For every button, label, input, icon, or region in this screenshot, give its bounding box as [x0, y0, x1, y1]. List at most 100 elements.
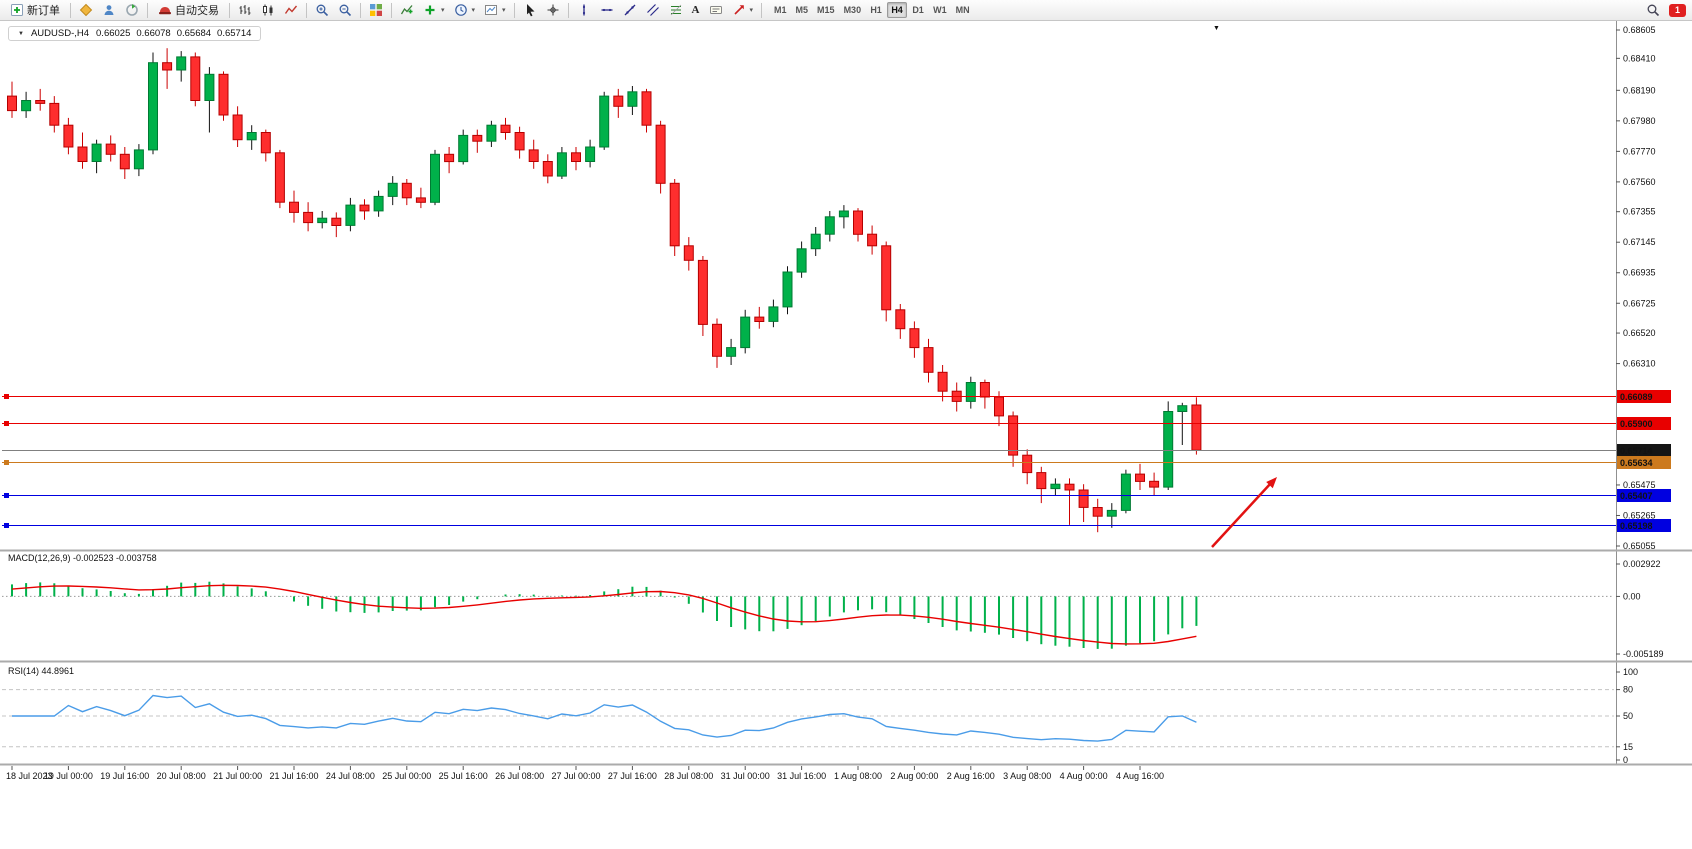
- svg-text:50: 50: [1623, 711, 1633, 721]
- collapse-icon[interactable]: ▼: [18, 30, 24, 37]
- svg-text:25 Jul 16:00: 25 Jul 16:00: [439, 771, 488, 781]
- svg-text:25 Jul 00:00: 25 Jul 00:00: [382, 771, 431, 781]
- open-value: 0.66025: [96, 28, 131, 39]
- zoom-in-button[interactable]: [311, 1, 333, 19]
- svg-text:0.65900: 0.65900: [1620, 419, 1653, 429]
- fibonacci-tool[interactable]: [665, 1, 687, 19]
- navigator-icon: [126, 4, 138, 16]
- cursor-button[interactable]: [519, 1, 541, 19]
- market-watch-button[interactable]: [98, 1, 120, 19]
- timeframe-m15[interactable]: M15: [813, 2, 839, 18]
- new-order-label: 新订单: [27, 5, 60, 17]
- rsi-panel: 100 80 50 15 0 RSI(14) 44.8961: [2, 666, 1638, 765]
- svg-text:0.68410: 0.68410: [1623, 53, 1656, 63]
- channel-tool[interactable]: [642, 1, 664, 19]
- svg-text:0.65265: 0.65265: [1623, 510, 1656, 520]
- separator: [761, 2, 763, 18]
- svg-text:27 Jul 16:00: 27 Jul 16:00: [608, 771, 657, 781]
- timeframe-h4[interactable]: H4: [887, 2, 908, 18]
- svg-text:2 Aug 00:00: 2 Aug 00:00: [890, 771, 938, 781]
- svg-text:19 Jul 16:00: 19 Jul 16:00: [100, 771, 149, 781]
- chart-window: 0.68605 0.68410 0.68190 0.67980 0.67770 0.675…: [0, 21, 1692, 786]
- price-axis[interactable]: 0.68605 0.68410 0.68190 0.67980 0.67770 0.675…: [1616, 25, 1671, 551]
- text-tool-icon: A: [691, 4, 700, 16]
- channel-icon: [646, 4, 659, 16]
- close-value: 0.65714: [217, 28, 252, 39]
- chevron-down-icon: ▾: [441, 7, 445, 14]
- navigator-button[interactable]: [121, 1, 143, 19]
- trend-arrow-object[interactable]: [1211, 477, 1277, 548]
- profile-diamond-icon: [79, 3, 93, 17]
- horizontal-line-tool[interactable]: [596, 1, 618, 19]
- separator: [70, 2, 71, 18]
- svg-text:20 Jul 08:00: 20 Jul 08:00: [157, 771, 206, 781]
- candlestick-chart-icon: [263, 4, 273, 16]
- crosshair-button[interactable]: [542, 1, 564, 19]
- svg-text:0.65634: 0.65634: [1620, 458, 1653, 468]
- timeframe-h1[interactable]: H1: [866, 2, 886, 18]
- line-chart-icon: [284, 5, 298, 14]
- tile-windows-button[interactable]: [365, 1, 387, 19]
- timeframe-w1[interactable]: W1: [929, 2, 951, 18]
- timeframe-m1[interactable]: M1: [770, 2, 791, 18]
- crosshair-icon: [547, 4, 559, 16]
- chart-corner-collapse-icon[interactable]: ▼: [1213, 25, 1220, 32]
- line-chart-button[interactable]: [280, 1, 302, 19]
- svg-text:3 Aug 08:00: 3 Aug 08:00: [1003, 771, 1051, 781]
- svg-text:21 Jul 16:00: 21 Jul 16:00: [269, 771, 318, 781]
- separator: [306, 2, 307, 18]
- chevron-down-icon: ▾: [502, 7, 506, 14]
- line-objects[interactable]: [2, 394, 1616, 528]
- bar-chart-button[interactable]: [234, 1, 256, 19]
- svg-text:4 Aug 00:00: 4 Aug 00:00: [1060, 771, 1108, 781]
- auto-trading-icon: [159, 7, 171, 15]
- svg-text:0.66935: 0.66935: [1623, 268, 1656, 278]
- svg-text:0.002922: 0.002922: [1623, 559, 1661, 569]
- add-indicator-button[interactable]: ▾: [419, 1, 449, 19]
- svg-text:0: 0: [1623, 755, 1628, 765]
- candlesticks: [7, 48, 1202, 533]
- add-indicator-icon: [425, 5, 435, 15]
- timeframe-mn[interactable]: MN: [952, 2, 974, 18]
- vertical-line-tool[interactable]: [573, 1, 595, 19]
- svg-text:19 Jul 00:00: 19 Jul 00:00: [44, 771, 93, 781]
- svg-text:26 Jul 08:00: 26 Jul 08:00: [495, 771, 544, 781]
- chart-canvas[interactable]: 0.68605 0.68410 0.68190 0.67980 0.67770 0.675…: [0, 21, 1692, 786]
- svg-text:0.68605: 0.68605: [1623, 25, 1656, 35]
- indicators-button[interactable]: [396, 1, 418, 19]
- templates-button[interactable]: ▾: [480, 1, 510, 19]
- trendline-tool[interactable]: [619, 1, 641, 19]
- vertical-line-icon: [582, 4, 585, 16]
- text-label-icon: [709, 6, 722, 14]
- chart-header: ▼ AUDUSD-,H4 0.66025 0.66078 0.65684 0.6…: [8, 26, 262, 41]
- timeframe-m5[interactable]: M5: [792, 2, 813, 18]
- svg-text:1 Aug 08:00: 1 Aug 08:00: [834, 771, 882, 781]
- svg-text:0.65407: 0.65407: [1620, 491, 1653, 501]
- svg-text:0.65475: 0.65475: [1623, 480, 1656, 490]
- timeframe-d1[interactable]: D1: [908, 2, 928, 18]
- separator: [360, 2, 361, 18]
- zoom-in-icon: [316, 4, 329, 17]
- periods-button[interactable]: ▾: [450, 1, 480, 19]
- candlestick-chart-button[interactable]: [257, 1, 279, 19]
- separator: [391, 2, 392, 18]
- text-tool[interactable]: A: [688, 1, 704, 19]
- chevron-down-icon: ▾: [749, 7, 754, 14]
- notification-badge[interactable]: 1: [1669, 3, 1686, 17]
- arrows-tool[interactable]: ▾: [728, 1, 758, 19]
- market-watch-icon: [104, 5, 114, 15]
- bar-chart-icon: [239, 5, 251, 15]
- new-order-button[interactable]: 新订单: [4, 1, 66, 19]
- zoom-out-button[interactable]: [334, 1, 356, 19]
- svg-text:0.66725: 0.66725: [1623, 298, 1656, 308]
- svg-text:28 Jul 08:00: 28 Jul 08:00: [664, 771, 713, 781]
- auto-trading-button[interactable]: 自动交易: [152, 1, 225, 19]
- text-label-tool[interactable]: [705, 1, 727, 19]
- chart-profile-button[interactable]: [75, 1, 97, 19]
- svg-text:0.65055: 0.65055: [1623, 541, 1656, 551]
- search-button[interactable]: [1642, 1, 1664, 19]
- timeframe-m30[interactable]: M30: [840, 2, 866, 18]
- templates-icon: [485, 5, 498, 15]
- separator: [513, 2, 515, 18]
